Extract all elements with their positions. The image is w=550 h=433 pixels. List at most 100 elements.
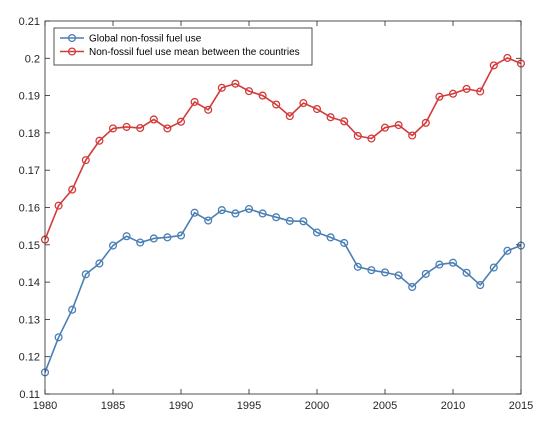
x-tick-label: 2010	[441, 400, 465, 412]
series-2-point	[353, 131, 362, 140]
legend-box	[53, 27, 313, 66]
series-layer	[40, 53, 526, 377]
series-1-point	[421, 269, 430, 278]
series-1-point	[340, 238, 349, 247]
y-tick-label: 0.19	[19, 91, 40, 103]
series-1-point	[503, 246, 512, 255]
series-2-point	[462, 84, 471, 93]
series-2-point	[176, 117, 186, 126]
legend: Global non-fossil fuel use Non-fossil fue…	[53, 27, 313, 66]
series-1-point	[244, 204, 254, 214]
x-tick-label: 1995	[237, 400, 261, 412]
legend-item-1: Global non-fossil fuel use	[60, 34, 202, 45]
series-2-point	[489, 61, 498, 70]
series-1-point	[380, 268, 390, 277]
series-1-point	[136, 238, 145, 247]
series-1-line	[44, 208, 522, 373]
series-2-point	[312, 104, 322, 114]
x-tick-label: 1985	[101, 400, 125, 412]
series-2-point	[299, 99, 308, 108]
series-2-point	[285, 112, 294, 121]
y-tick-label: 0.17	[19, 165, 40, 177]
x-tick-label: 1990	[169, 400, 193, 412]
y-tick-label: 0.18	[19, 128, 40, 140]
series-1-point	[54, 333, 63, 342]
x-tick-label: 2005	[373, 400, 397, 412]
series-2	[40, 53, 526, 244]
series-2-point	[108, 124, 118, 133]
x-tick-label: 2015	[509, 400, 533, 412]
series-2-point	[217, 83, 226, 92]
series-1-point	[108, 241, 118, 250]
plot-background	[45, 21, 521, 394]
axes-layer: 1980 1985 1990 1995 2000 2005 2010 2015 0.11 0.12…	[19, 16, 534, 412]
series-2-point	[340, 117, 349, 126]
y-tick-label: 0.13	[19, 314, 40, 326]
series-2-point	[136, 124, 145, 133]
series-2-point	[394, 121, 403, 130]
legend-label: Non-fossil fuel use mean between the cou…	[89, 47, 300, 58]
series-2-point	[272, 100, 281, 109]
series-2-point	[367, 134, 376, 143]
series-2-point	[68, 185, 77, 194]
series-2-point	[190, 97, 199, 106]
series-1-point	[489, 263, 498, 272]
y-tick-label: 0.21	[19, 16, 40, 28]
series-1-point	[176, 231, 186, 240]
series-2-point	[122, 122, 131, 131]
series-1-point	[68, 305, 77, 314]
plot-area	[45, 21, 521, 394]
series-2-point	[163, 124, 172, 133]
series-1-point	[367, 266, 376, 275]
series-2-point	[81, 156, 90, 165]
y-tick-label: 0.11	[19, 389, 40, 401]
legend-item-2: Non-fossil fuel use mean between the cou…	[60, 47, 300, 58]
series-2-point	[204, 105, 213, 114]
y-tick-label: 0.15	[19, 240, 40, 252]
series-1-point	[81, 270, 90, 279]
series-1-point	[217, 206, 226, 215]
legend-marker	[67, 33, 77, 43]
series-1-point	[476, 281, 485, 290]
y-tick-label: 0.14	[19, 277, 40, 289]
series-2-point	[231, 79, 240, 88]
series-1-point	[326, 233, 335, 242]
series-2-point	[326, 113, 335, 122]
series-1-point	[204, 216, 213, 225]
series-1-point	[258, 209, 267, 218]
series-2-point	[448, 89, 458, 98]
series-2-line	[44, 57, 522, 240]
series-1-point	[231, 209, 240, 218]
series-1-point	[408, 282, 417, 292]
series-1-point	[394, 271, 403, 280]
series-2-point	[421, 118, 430, 127]
series-2-point	[244, 87, 254, 96]
series-1-point	[190, 208, 199, 217]
y-tick-label: 0.2	[25, 53, 40, 65]
y-tick-label: 0.12	[19, 352, 40, 364]
series-1-point	[435, 260, 444, 269]
y-tick-label: 0.16	[19, 203, 40, 215]
series-2-point	[54, 201, 63, 210]
series-1-point	[462, 268, 471, 277]
series-1-point	[272, 213, 281, 222]
series-2-point	[435, 92, 444, 101]
series-1-point	[448, 258, 458, 267]
series-1-point	[285, 216, 294, 225]
series-1-point	[353, 262, 362, 271]
x-tick-label: 2000	[305, 400, 329, 412]
series-1-point	[122, 232, 131, 241]
series-2-point	[408, 131, 417, 140]
series-2-point	[149, 115, 158, 124]
series-2-point	[503, 53, 512, 62]
series-1-point	[299, 217, 308, 226]
series-2-point	[258, 91, 267, 100]
legend-label: Global non-fossil fuel use	[89, 34, 202, 45]
legend-marker	[67, 47, 77, 56]
series-2-point	[95, 136, 104, 145]
series-1-point	[95, 259, 104, 268]
series-1-point	[312, 228, 322, 237]
series-1-point	[163, 233, 172, 242]
series-1-point	[149, 234, 158, 243]
